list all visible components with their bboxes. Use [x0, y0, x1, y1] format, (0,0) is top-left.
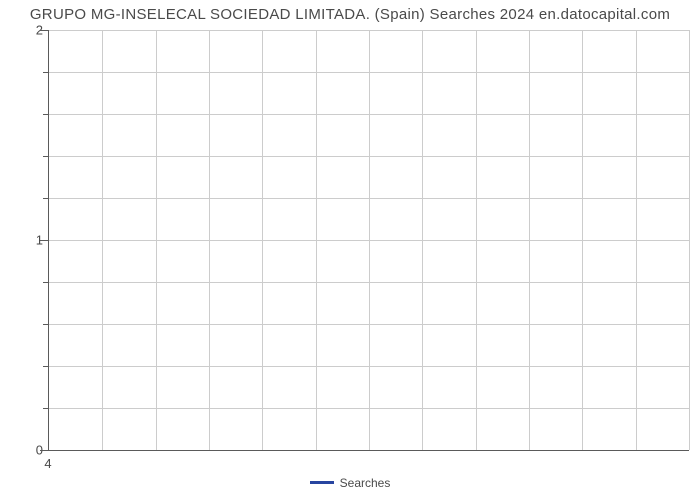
gridline-vertical	[689, 30, 690, 450]
y-axis-major-tick	[40, 450, 48, 451]
y-axis-minor-tick	[43, 282, 48, 283]
legend: Searches	[0, 475, 700, 490]
legend-label: Searches	[340, 476, 391, 490]
y-axis-major-tick	[40, 240, 48, 241]
y-axis-minor-tick	[43, 408, 48, 409]
gridline-horizontal	[49, 366, 689, 367]
gridline-horizontal	[49, 72, 689, 73]
x-axis-tick-label: 4	[44, 456, 51, 471]
y-axis-minor-tick	[43, 72, 48, 73]
y-axis-minor-tick	[43, 156, 48, 157]
gridline-horizontal	[49, 198, 689, 199]
gridline-horizontal	[49, 156, 689, 157]
y-axis-minor-tick	[43, 324, 48, 325]
gridline-horizontal	[49, 282, 689, 283]
gridline-horizontal	[49, 324, 689, 325]
gridline-horizontal	[49, 114, 689, 115]
y-axis-major-tick	[40, 30, 48, 31]
plot-area	[48, 30, 689, 451]
y-axis-minor-tick	[43, 114, 48, 115]
gridline-horizontal	[49, 240, 689, 241]
chart-container: GRUPO MG-INSELECAL SOCIEDAD LIMITADA. (S…	[0, 0, 700, 500]
y-axis-minor-tick	[43, 198, 48, 199]
legend-line-swatch	[310, 481, 334, 484]
gridline-horizontal	[49, 408, 689, 409]
y-axis-minor-tick	[43, 366, 48, 367]
gridline-horizontal	[49, 30, 689, 31]
chart-title: GRUPO MG-INSELECAL SOCIEDAD LIMITADA. (S…	[0, 6, 700, 23]
